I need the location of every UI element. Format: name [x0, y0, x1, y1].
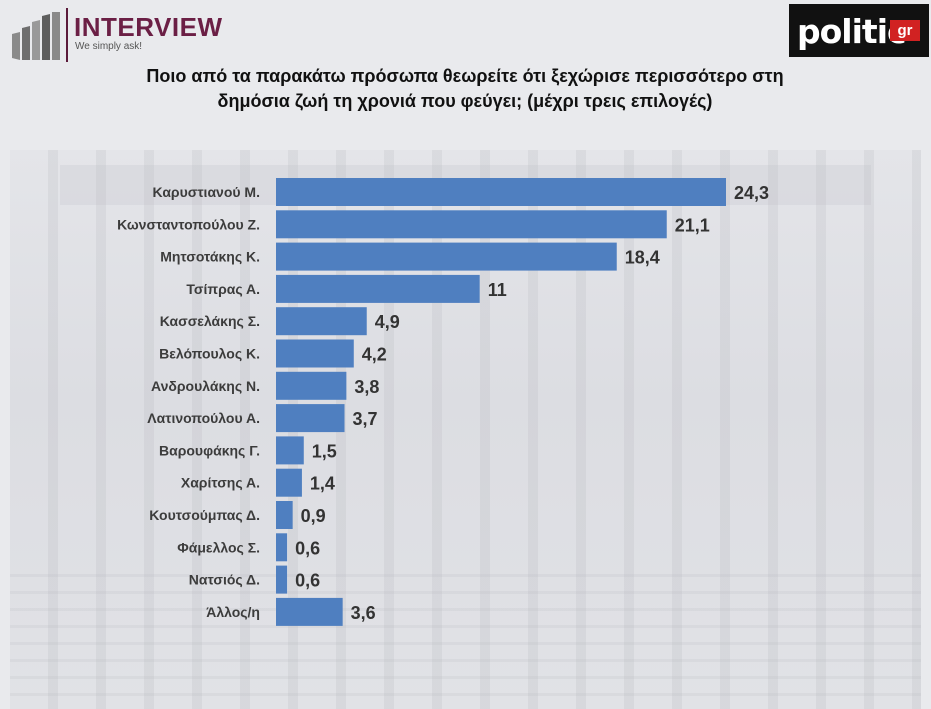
- category-label: Βελόπουλος Κ.: [159, 346, 260, 362]
- bar: [276, 468, 302, 497]
- bar: [276, 371, 347, 400]
- data-label: 1,5: [312, 441, 337, 461]
- category-label: Κωνσταντοπούλου Ζ.: [117, 216, 260, 232]
- category-label: Κουτσούμπας Δ.: [149, 507, 260, 523]
- data-label: 18,4: [625, 248, 660, 268]
- data-label: 21,1: [675, 215, 710, 235]
- category-label: Φάμελλος Σ.: [177, 539, 260, 555]
- data-label: 3,8: [354, 377, 379, 397]
- data-label: 11: [488, 280, 507, 300]
- bar: [276, 274, 480, 303]
- bar: [276, 533, 288, 562]
- politic-gr-badge: gr: [890, 20, 920, 41]
- bar: [276, 339, 354, 368]
- bar: [276, 178, 726, 206]
- category-label: Καρυστιανού Μ.: [153, 184, 260, 200]
- bar: [276, 307, 367, 336]
- data-label: 1,4: [310, 474, 335, 494]
- category-label: Ανδρουλάκης Ν.: [151, 378, 260, 394]
- data-label: 3,7: [353, 409, 378, 429]
- interview-bars-icon: [12, 12, 60, 60]
- data-label: 0,6: [295, 571, 320, 591]
- category-label: Άλλος/η: [206, 604, 260, 620]
- politic-wordmark: politic: [797, 12, 907, 51]
- background-steps: [10, 560, 921, 709]
- bar: [276, 597, 343, 626]
- bar: [276, 565, 288, 594]
- bar: [276, 210, 667, 239]
- bar: [276, 501, 293, 529]
- data-label: 0,9: [301, 506, 326, 526]
- category-label: Νατσιός Δ.: [189, 572, 260, 588]
- bar: [276, 242, 617, 271]
- politic-logo: politic gr: [789, 4, 929, 57]
- interview-logo: INTERVIEW We simply ask!: [10, 8, 223, 62]
- category-label: Μητσοτάκης Κ.: [160, 249, 260, 265]
- data-label: 3,6: [351, 603, 376, 623]
- interview-tagline: We simply ask!: [75, 41, 143, 52]
- data-label: 4,9: [375, 312, 400, 332]
- category-label: Τσίπρας Α.: [186, 281, 260, 297]
- data-label: 24,3: [734, 183, 769, 203]
- chart-title: Ποιο από τα παρακάτω πρόσωπα θεωρείτε ότ…: [146, 66, 784, 111]
- category-label: Βαρουφάκης Γ.: [159, 442, 260, 458]
- bar: [276, 404, 345, 433]
- category-label: Λατινοπούλου Α.: [147, 410, 260, 426]
- bar: [276, 436, 304, 465]
- logo-divider: [66, 8, 68, 62]
- interview-wordmark: INTERVIEW: [74, 12, 223, 42]
- category-label: Κασσελάκης Σ.: [160, 313, 260, 329]
- data-label: 0,6: [295, 538, 320, 558]
- category-label: Χαρίτσης Α.: [181, 475, 260, 491]
- data-label: 4,2: [362, 345, 387, 365]
